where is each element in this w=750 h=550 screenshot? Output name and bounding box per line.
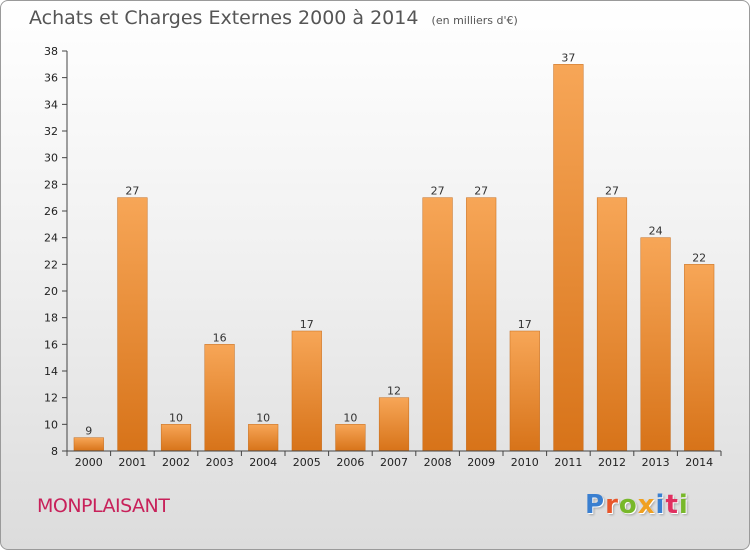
y-tick-label: 8 (51, 445, 58, 458)
bar-2006 (335, 424, 366, 452)
value-label-2013: 24 (649, 225, 663, 238)
y-tick-label: 10 (44, 418, 58, 431)
y-tick-label: 28 (44, 178, 58, 191)
y-tick-label: 14 (44, 365, 58, 378)
x-tick-label-2012: 2012 (598, 456, 626, 469)
y-tick-label: 12 (44, 392, 58, 405)
x-tick-label-2011: 2011 (554, 456, 582, 469)
bar-2012 (596, 197, 628, 452)
x-tick-label-2004: 2004 (249, 456, 277, 469)
value-label-2007: 12 (387, 385, 401, 398)
bar-2007 (378, 397, 410, 452)
x-tick-label-2013: 2013 (642, 456, 670, 469)
x-tick-label-2014: 2014 (685, 456, 713, 469)
bar-2005 (291, 330, 322, 452)
value-label-2008: 27 (431, 185, 445, 198)
value-label-2014: 22 (692, 251, 706, 264)
bar-2002 (160, 424, 192, 452)
x-tick-label-2008: 2008 (424, 456, 452, 469)
bar-2003 (204, 344, 235, 452)
value-label-2011: 37 (561, 51, 575, 64)
bar-2001 (117, 197, 148, 452)
x-tick-label-2010: 2010 (511, 456, 539, 469)
bar-2008 (422, 197, 453, 452)
y-tick-label: 18 (44, 312, 58, 325)
x-tick-label-2009: 2009 (467, 456, 495, 469)
y-tick-label: 38 (44, 45, 58, 58)
bar-2011 (553, 64, 584, 452)
bar-2014 (684, 264, 715, 452)
x-tick-label-2007: 2007 (380, 456, 408, 469)
value-label-2001: 27 (125, 185, 139, 198)
y-tick-label: 16 (44, 338, 58, 351)
chart-title-unit: (en milliers d'€) (431, 14, 518, 27)
bars: 9 27 10 16 10 17 10 12 27 27 17 37 27 24 22 (73, 51, 715, 452)
value-label-2010: 17 (518, 318, 532, 331)
y-axis: 8 10 12 14 16 18 20 22 24 26 28 30 32 34 36 38 (44, 45, 68, 458)
value-label-2006: 10 (343, 411, 357, 424)
value-label-2003: 16 (213, 331, 227, 344)
x-axis: 2000 2001 2002 2003 2004 2005 2006 2007 2008 2009… (66, 450, 722, 469)
y-tick-label: 30 (44, 152, 58, 165)
y-tick-label: 32 (44, 125, 58, 138)
value-label-2005: 17 (300, 318, 314, 331)
x-tick-label-2000: 2000 (75, 456, 103, 469)
x-tick-label-2001: 2001 (118, 456, 146, 469)
y-tick-label: 20 (44, 285, 58, 298)
chart-title-main: Achats et Charges Externes 2000 à 2014 (29, 7, 419, 29)
y-tick-label: 24 (44, 232, 58, 245)
bar-2000 (73, 437, 104, 452)
chart-title: Achats et Charges Externes 2000 à 2014 (… (29, 7, 518, 29)
x-tick-label-2006: 2006 (336, 456, 364, 469)
commune-name: MONPLAISANT (37, 495, 170, 517)
value-label-2000: 9 (85, 425, 92, 438)
x-tick-label-2002: 2002 (162, 456, 190, 469)
x-tick-label-2003: 2003 (206, 456, 234, 469)
bar-2009 (466, 197, 497, 452)
y-tick-label: 26 (44, 205, 58, 218)
bar-2013 (640, 237, 671, 452)
value-label-2009: 27 (474, 185, 488, 198)
value-label-2004: 10 (256, 411, 270, 424)
y-tick-label: 34 (44, 98, 58, 111)
bar-2010 (509, 330, 540, 452)
y-tick-label: 22 (44, 258, 58, 271)
value-label-2012: 27 (605, 185, 619, 198)
proxiti-logo: Proxiti (585, 490, 689, 520)
bar-2004 (248, 424, 279, 452)
value-label-2002: 10 (169, 411, 183, 424)
x-tick-label-2005: 2005 (293, 456, 321, 469)
y-tick-label: 36 (44, 72, 58, 85)
